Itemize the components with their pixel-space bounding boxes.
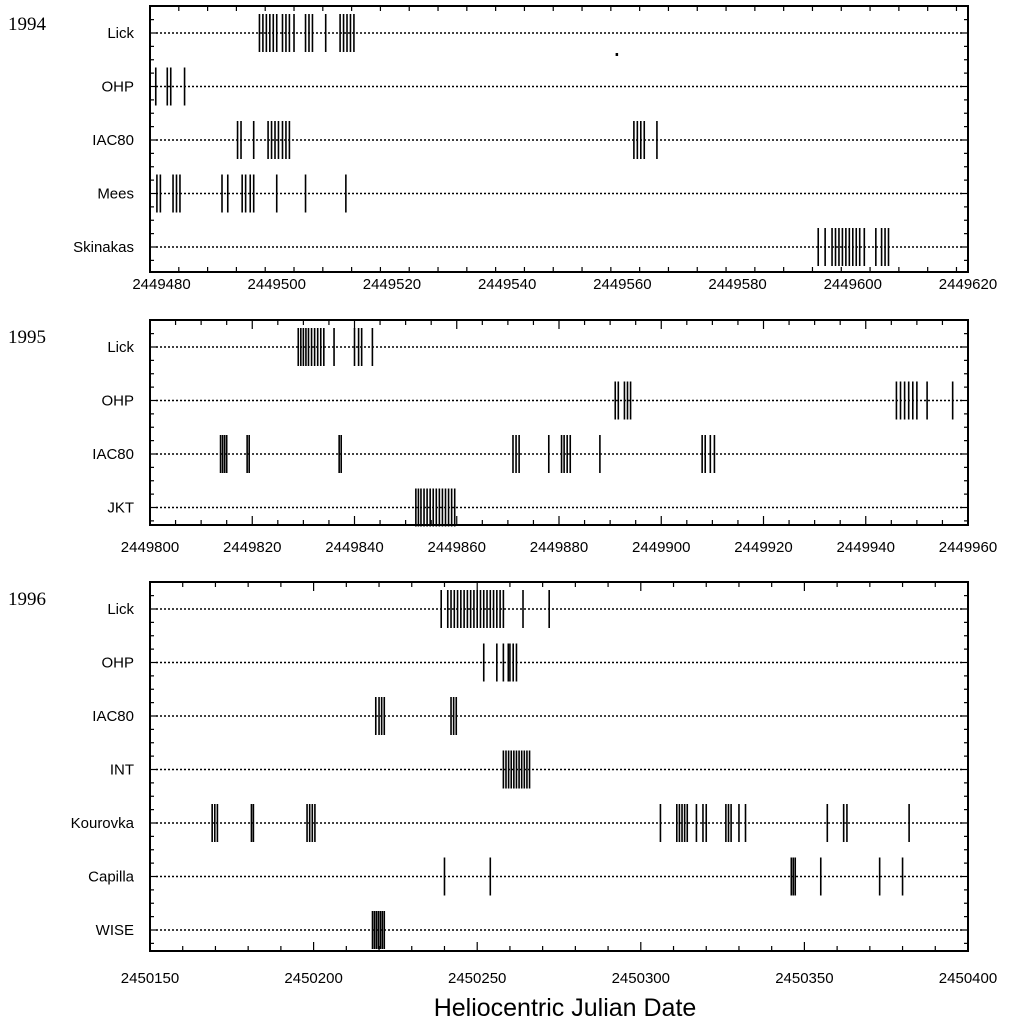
observatory-row-ohp: OHP [101, 643, 962, 682]
observatory-row-mees: Mees [97, 174, 962, 213]
x-tick-label: 2449620 [939, 276, 997, 293]
observatory-row-capilla: Capilla [88, 857, 962, 896]
panel-1996: 1996 LickOHPIAC80INTKourovkaCapillaWISE24… [8, 581, 997, 987]
x-tick-label: 2449520 [363, 276, 421, 293]
observatory-row-ohp: OHP [101, 67, 962, 106]
x-tick-label: 2449880 [530, 539, 588, 556]
x-tick-label: 2449860 [428, 539, 486, 556]
plot-frame [149, 319, 969, 526]
observatory-label: Lick [107, 25, 134, 42]
observatory-label: IAC80 [92, 708, 134, 725]
panel-1995: 1995 Lick OHP IAC80 JKT 2449800 2449820 2449840… [8, 319, 997, 556]
observatory-label: INT [110, 762, 134, 779]
observatory-label: IAC80 [92, 132, 134, 149]
observatory-row-wise: WISE [96, 911, 962, 949]
observatory-row-lick: Lick [107, 328, 962, 366]
observatory-row-iac80: IAC80 [92, 121, 962, 159]
x-tick-label: 2449920 [734, 539, 792, 556]
year-label: 1996 [8, 589, 46, 610]
observatory-label: WISE [96, 922, 134, 939]
x-tick-label: 2450300 [612, 970, 670, 987]
observatory-label: IAC80 [92, 446, 134, 463]
observatory-row-jkt: JKT [107, 488, 962, 527]
observatory-label: OHP [101, 655, 134, 672]
x-tick-label: 2449820 [223, 539, 281, 556]
year-label: 1995 [8, 327, 46, 348]
observatory-label: Mees [97, 186, 134, 203]
x-tick-label: 2449500 [248, 276, 306, 293]
observatory-label: OHP [101, 393, 134, 410]
x-tick-label: 2450400 [939, 970, 997, 987]
x-tick-label: 2449560 [593, 276, 651, 293]
observatory-row-lick: Lick [107, 14, 962, 52]
x-tick-label: 2450150 [121, 970, 179, 987]
observatory-row-lick: Lick [107, 590, 962, 628]
observatory-row-ohp: OHP [101, 381, 962, 420]
observatory-row-int: INT [110, 750, 962, 789]
x-tick-label: 2449900 [632, 539, 690, 556]
x-tick-label: 2449960 [939, 539, 997, 556]
observatory-label: Capilla [88, 869, 135, 886]
observatory-label: Skinakas [73, 239, 134, 256]
x-tick-label: 2449800 [121, 539, 179, 556]
observatory-row-iac80: IAC80 [92, 435, 962, 473]
observatory-label: Lick [107, 339, 134, 356]
plot-frame [149, 5, 969, 273]
x-tick-label: 2449580 [708, 276, 766, 293]
observatory-row-skinakas: Skinakas [73, 228, 962, 266]
observatory-row-kourovka: Kourovka [71, 804, 962, 842]
x-ticks: 2449800 2449820 2449840 2449860 2449880 24499… [121, 320, 997, 556]
x-tick-label: 2449540 [478, 276, 536, 293]
x-tick-label: 2449480 [132, 276, 190, 293]
panel-1994: 1994 Lick OHP IAC80 Mees Skinakas 2449480 24495… [8, 5, 997, 293]
x-tick-label: 2450250 [448, 970, 506, 987]
year-label: 1994 [8, 14, 47, 35]
y-ticks [150, 333, 968, 522]
plot-frame [149, 581, 969, 952]
observatory-label: OHP [101, 79, 134, 96]
observatory-row-iac80: IAC80 [92, 697, 962, 735]
observatory-label: Lick [107, 601, 134, 618]
x-ticks: 2450150 2450200 2450250 2450300 2450350 24504… [121, 582, 997, 987]
x-tick-label: 2449940 [837, 539, 895, 556]
x-axis-title: Heliocentric Julian Date [434, 994, 697, 1022]
x-tick-label: 2449600 [824, 276, 882, 293]
x-tick-label: 2450200 [284, 970, 342, 987]
x-tick-label: 2450350 [775, 970, 833, 987]
stray-dot [615, 53, 619, 56]
observatory-label: Kourovka [71, 815, 135, 832]
x-ticks: 2449480 2449500 2449520 2449540 2449560 24495… [132, 6, 997, 293]
x-tick-label: 2449840 [325, 539, 383, 556]
observatory-label: JKT [107, 500, 134, 517]
